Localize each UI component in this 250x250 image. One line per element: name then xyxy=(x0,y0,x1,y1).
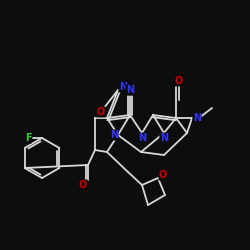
Text: F: F xyxy=(25,133,31,143)
Text: N: N xyxy=(119,82,127,92)
Text: O: O xyxy=(79,180,87,190)
Text: O: O xyxy=(159,170,167,180)
Text: N: N xyxy=(160,133,168,143)
Text: N: N xyxy=(138,133,146,143)
Text: N: N xyxy=(193,113,201,123)
Text: O: O xyxy=(97,107,105,117)
Text: N: N xyxy=(110,130,118,140)
Text: N: N xyxy=(126,85,134,95)
Text: O: O xyxy=(175,76,183,86)
